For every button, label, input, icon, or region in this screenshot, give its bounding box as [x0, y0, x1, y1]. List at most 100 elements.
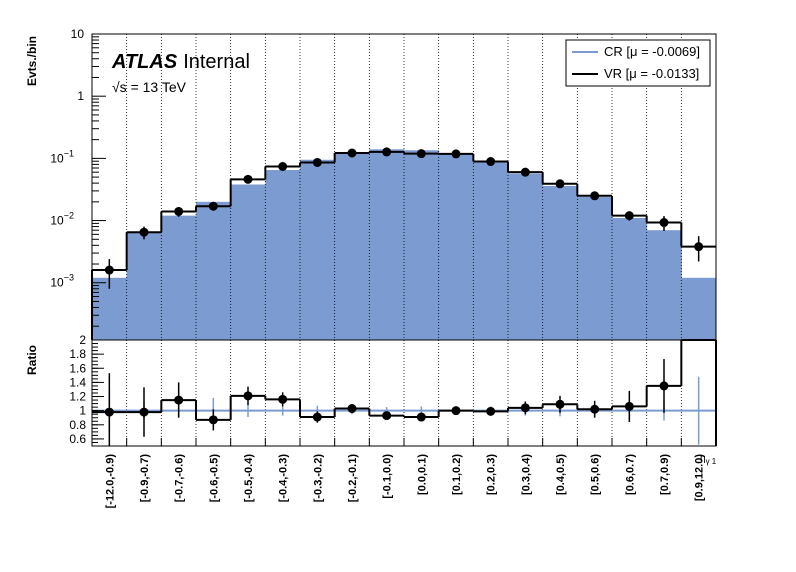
x-category-label: [0.9,12.0): [694, 454, 706, 501]
vr-point: [104, 265, 114, 275]
x-category-label: [0.5,0.6): [590, 454, 602, 495]
vr-point: [347, 148, 357, 158]
cr-bar: [196, 201, 232, 340]
cr-bar: [265, 170, 301, 340]
ratio-point: [520, 403, 530, 413]
legend: CR [μ = -0.0069] VR [μ = -0.0133]: [565, 39, 711, 87]
cr-bar: [161, 215, 197, 340]
main-tick-exponent: −3: [64, 273, 74, 283]
x-category-label: [-0.7,-0.6): [174, 454, 186, 503]
main-tick-exponent: −2: [64, 211, 74, 221]
x-category-label: [0.0,0.1): [416, 454, 428, 495]
x-category-label: [-12.0,-0.9): [104, 454, 116, 509]
vr-point: [451, 149, 461, 159]
ratio-panel: 21.81.61.41.210.80.6 [-12.0,-0.9) [-0.9,-…: [25, 333, 717, 508]
ratio-point: [347, 404, 357, 414]
ratio-data-points: [104, 359, 669, 446]
vr-point: [312, 157, 322, 167]
x-axis-label-symbol: η: [700, 453, 706, 464]
ratio-tick-label: 1.2: [69, 390, 86, 404]
energy-label: √s = 13 TeV: [112, 79, 187, 95]
vr-point: [624, 211, 634, 221]
cr-bar: [404, 150, 440, 340]
ratio-tick-label: 1.8: [69, 347, 86, 361]
cr-bar: [577, 196, 613, 340]
main-tick-exponent: −1: [64, 148, 74, 158]
vr-point: [382, 147, 392, 157]
cr-bar: [612, 217, 648, 340]
cr-bar: [230, 184, 266, 340]
ratio-point: [659, 381, 669, 391]
ratio-tick-label: 0.6: [69, 432, 86, 446]
legend-cr-label: CR [μ = -0.0069]: [604, 44, 700, 59]
ratio-point: [624, 401, 634, 411]
x-category-label: [0.3,0.4): [520, 454, 532, 495]
ratio-point: [382, 411, 392, 421]
x-category-label: [0.1,0.2): [451, 454, 463, 495]
cr-bar: [369, 149, 405, 340]
x-category-label: [-0.5,-0.4): [243, 454, 255, 503]
x-axis-label-subscript: γ 1: [706, 457, 717, 466]
sqrt-s: √s: [112, 79, 127, 95]
legend-vr-label: VR [μ = -0.0133]: [604, 66, 699, 81]
x-category-label: [0.2,0.3): [486, 454, 498, 495]
x-ticks: [-12.0,-0.9) [-0.9,-0.7) [-0.7,-0.6) [-0.6,…: [91, 438, 717, 509]
ratio-y-ticks: 21.81.61.41.210.80.6: [69, 333, 104, 447]
main-y-axis-label: Evts./bin: [25, 36, 39, 86]
x-category-label: [-0.9,-0.7): [139, 454, 151, 503]
vr-point: [416, 149, 426, 159]
ratio-point: [555, 399, 565, 409]
ratio-point: [208, 415, 218, 425]
x-axis-label: ηγ 1: [700, 453, 717, 466]
vr-point: [174, 206, 184, 216]
main-tick-label: 10: [71, 27, 85, 41]
cr-bar: [300, 159, 336, 340]
vr-point: [243, 174, 253, 184]
ratio-point: [278, 394, 288, 404]
vr-point: [208, 201, 218, 211]
vr-data-points: [104, 147, 704, 289]
ratio-tick-label: 1.6: [69, 361, 86, 375]
vr-point: [659, 218, 669, 228]
vr-point: [555, 179, 565, 189]
ratio-point: [486, 406, 496, 416]
vr-point: [694, 242, 704, 252]
ratio-point: [174, 395, 184, 405]
cr-bar: [681, 277, 717, 340]
x-category-label: [-0.6,-0.5): [208, 454, 220, 503]
atlas-status: Internal: [183, 51, 250, 73]
cr-bar: [508, 173, 544, 340]
ratio-tick-label: 1: [79, 404, 86, 418]
x-category-label: [-0.2,-0.1): [347, 454, 359, 503]
ratio-tick-label: 2: [79, 333, 86, 347]
x-category-label: [0.7,0.9): [659, 454, 671, 495]
energy-value: = 13 TeV: [127, 79, 187, 95]
vr-point: [486, 157, 496, 167]
atlas-experiment: ATLAS: [111, 51, 178, 73]
ratio-point: [243, 391, 253, 401]
cr-bar: [473, 161, 509, 340]
cr-bar: [542, 185, 578, 340]
ratio-point: [139, 407, 149, 417]
vr-point: [590, 191, 600, 201]
x-category-label: [-0.1,0.0): [382, 454, 394, 499]
ratio-point: [104, 407, 114, 417]
legend-box: [565, 39, 711, 87]
main-tick-label: 1: [77, 89, 84, 103]
x-category-label: [0.4,0.5): [555, 454, 567, 495]
cr-bar: [438, 153, 474, 340]
x-category-label: [-0.3,-0.2): [312, 454, 324, 503]
atlas-label: ATLAS Internal: [111, 51, 250, 73]
ratio-tick-label: 1.4: [69, 375, 86, 389]
cr-bar: [126, 232, 162, 340]
vr-point: [278, 162, 288, 172]
ratio-tick-label: 0.8: [69, 418, 86, 432]
ratio-point: [451, 406, 461, 416]
vr-point: [520, 167, 530, 177]
cr-bar: [646, 230, 682, 340]
ratio-point: [416, 412, 426, 422]
ratio-point: [590, 404, 600, 414]
